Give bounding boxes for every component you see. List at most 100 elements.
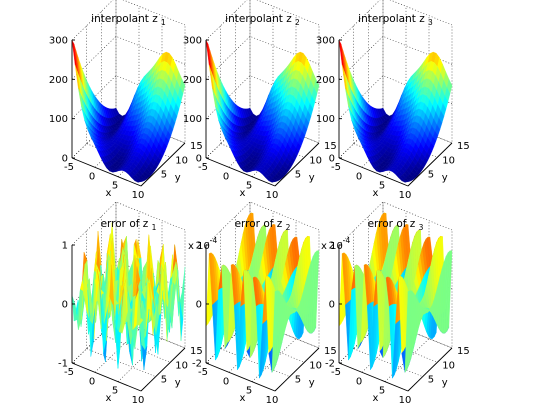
y-tick-label: 10 <box>442 360 455 371</box>
title-subscript: 3 <box>428 18 433 27</box>
x-tick-label: 0 <box>223 376 229 387</box>
z-tick-label: 100 <box>49 114 68 125</box>
z-tick-label: -1 <box>58 359 68 370</box>
z-tick-label: 0 <box>329 300 335 311</box>
surface <box>338 212 453 379</box>
x-tick-label: -5 <box>198 162 208 173</box>
z-tick-label: 300 <box>49 36 68 47</box>
y-tick-label: 5 <box>161 170 167 181</box>
z-exponent-label: x 10-4 <box>321 236 351 252</box>
chart-title: error of z 3 <box>368 218 424 232</box>
chart-title: interpolant z 2 <box>225 13 300 27</box>
x-tick-label: -5 <box>64 162 74 173</box>
z-tick-label: 300 <box>183 36 202 47</box>
y-tick-label: 10 <box>175 360 188 371</box>
title-subscript: 2 <box>295 18 300 27</box>
y-tick-label: 10 <box>309 360 322 371</box>
y-tick-label: 5 <box>161 375 167 386</box>
y-tick-label: 10 <box>309 155 322 166</box>
x-tick-label: 5 <box>112 386 118 397</box>
y-axis-label: y <box>175 173 181 184</box>
z-tick-label: -2 <box>325 359 335 370</box>
y-tick-label: 5 <box>428 375 434 386</box>
x-tick-label: 5 <box>379 386 385 397</box>
x-tick-label: 5 <box>112 181 118 192</box>
y-tick-label: 10 <box>442 155 455 166</box>
chart-title: error of z 1 <box>101 218 157 232</box>
z-exponent-label: x 10-4 <box>188 236 218 252</box>
surface-patch <box>137 181 144 183</box>
z-tick-label: 100 <box>316 114 335 125</box>
y-tick-label: 15 <box>190 346 203 357</box>
x-axis-label: x <box>240 188 246 199</box>
title-subscript: 3 <box>419 223 424 232</box>
surface-patch <box>404 181 411 183</box>
z-exponent-power: -4 <box>210 236 218 245</box>
z-tick-label: 100 <box>183 114 202 125</box>
x-tick-label: 0 <box>89 171 95 182</box>
surface-patch <box>137 318 144 326</box>
z-tick-label: 200 <box>183 75 202 86</box>
z-tick-label: 0 <box>196 154 202 165</box>
x-tick-label: -5 <box>198 367 208 378</box>
z-tick-label: 200 <box>49 75 68 86</box>
x-tick-label: 10 <box>266 395 279 406</box>
y-axis-label: y <box>175 378 181 389</box>
z-tick-label: 200 <box>316 75 335 86</box>
surface <box>205 39 320 183</box>
z-tick-label: 2 <box>196 241 202 252</box>
z-tick-label: 0 <box>329 154 335 165</box>
surface-patch <box>404 290 411 374</box>
axis-frame <box>338 40 453 187</box>
z-tick-label: 0 <box>196 300 202 311</box>
surface <box>71 222 186 371</box>
x-tick-label: 10 <box>399 190 412 201</box>
z-tick-label: 300 <box>316 36 335 47</box>
z-tick-label: 0 <box>62 300 68 311</box>
x-tick-label: -5 <box>331 367 341 378</box>
x-tick-label: 10 <box>132 190 145 201</box>
y-axis-label: y <box>309 378 315 389</box>
x-tick-label: -5 <box>64 367 74 378</box>
y-axis-label: y <box>442 173 448 184</box>
y-tick-label: 15 <box>324 141 337 152</box>
x-tick-label: 10 <box>399 395 412 406</box>
y-tick-label: 15 <box>457 346 470 357</box>
title-subscript: 1 <box>161 18 166 27</box>
x-axis-label: x <box>240 393 246 404</box>
x-tick-label: 0 <box>223 171 229 182</box>
y-axis-label: y <box>309 173 315 184</box>
x-tick-label: 0 <box>356 171 362 182</box>
x-tick-label: 0 <box>89 376 95 387</box>
x-axis-label: x <box>106 393 112 404</box>
chart-title: interpolant z 1 <box>91 13 166 27</box>
title-subscript: 1 <box>152 223 157 232</box>
surface <box>338 39 453 183</box>
y-tick-label: 15 <box>324 346 337 357</box>
title-subscript: 2 <box>286 223 291 232</box>
x-axis-label: x <box>373 393 379 404</box>
x-axis-label: x <box>106 188 112 199</box>
z-exponent-power: -4 <box>343 236 351 245</box>
y-tick-label: 15 <box>190 141 203 152</box>
surface-patch <box>271 290 278 374</box>
chart-title: error of z 2 <box>235 218 291 232</box>
z-tick-label: 2 <box>329 241 335 252</box>
x-axis-label: x <box>373 188 379 199</box>
y-axis-label: y <box>442 378 448 389</box>
x-tick-label: 5 <box>379 181 385 192</box>
surface-patch <box>271 181 278 183</box>
x-tick-label: 0 <box>356 376 362 387</box>
y-tick-label: 5 <box>428 170 434 181</box>
y-tick-label: 5 <box>295 170 301 181</box>
z-tick-label: 1 <box>62 241 68 252</box>
y-tick-label: 15 <box>457 141 470 152</box>
y-tick-label: 5 <box>295 375 301 386</box>
x-tick-label: -5 <box>331 162 341 173</box>
